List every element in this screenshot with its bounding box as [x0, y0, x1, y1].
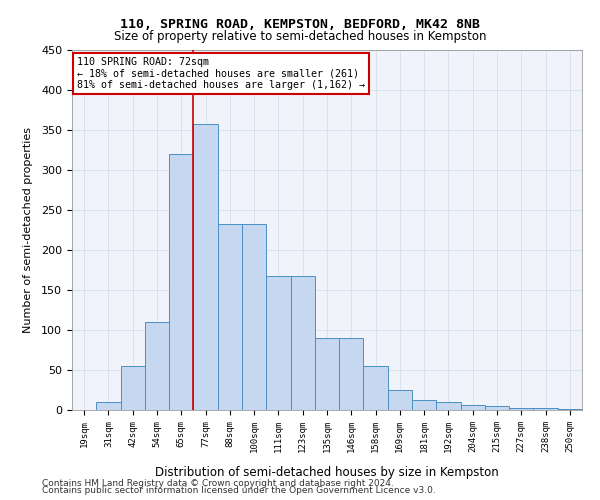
Bar [364, 366, 388, 410]
Text: Size of property relative to semi-detached houses in Kempston: Size of property relative to semi-detach… [114, 30, 486, 43]
Bar [145, 322, 169, 410]
Bar [290, 276, 315, 410]
X-axis label: Distribution of semi-detached houses by size in Kempston: Distribution of semi-detached houses by … [155, 466, 499, 479]
Bar [218, 224, 242, 410]
Bar [339, 338, 364, 410]
Bar [169, 154, 193, 410]
Bar [315, 338, 339, 410]
Bar [96, 402, 121, 410]
Text: 110 SPRING ROAD: 72sqm
← 18% of semi-detached houses are smaller (261)
81% of se: 110 SPRING ROAD: 72sqm ← 18% of semi-det… [77, 57, 365, 90]
Bar [412, 400, 436, 410]
Text: 110, SPRING ROAD, KEMPSTON, BEDFORD, MK42 8NB: 110, SPRING ROAD, KEMPSTON, BEDFORD, MK4… [120, 18, 480, 30]
Text: Contains public sector information licensed under the Open Government Licence v3: Contains public sector information licen… [42, 486, 436, 495]
Y-axis label: Number of semi-detached properties: Number of semi-detached properties [23, 127, 33, 333]
Text: Contains HM Land Registry data © Crown copyright and database right 2024.: Contains HM Land Registry data © Crown c… [42, 478, 394, 488]
Bar [485, 406, 509, 410]
Bar [193, 124, 218, 410]
Bar [436, 402, 461, 410]
Bar [509, 408, 533, 410]
Bar [388, 390, 412, 410]
Bar [533, 408, 558, 410]
Bar [266, 276, 290, 410]
Bar [121, 366, 145, 410]
Bar [558, 409, 582, 410]
Bar [242, 224, 266, 410]
Bar [461, 405, 485, 410]
